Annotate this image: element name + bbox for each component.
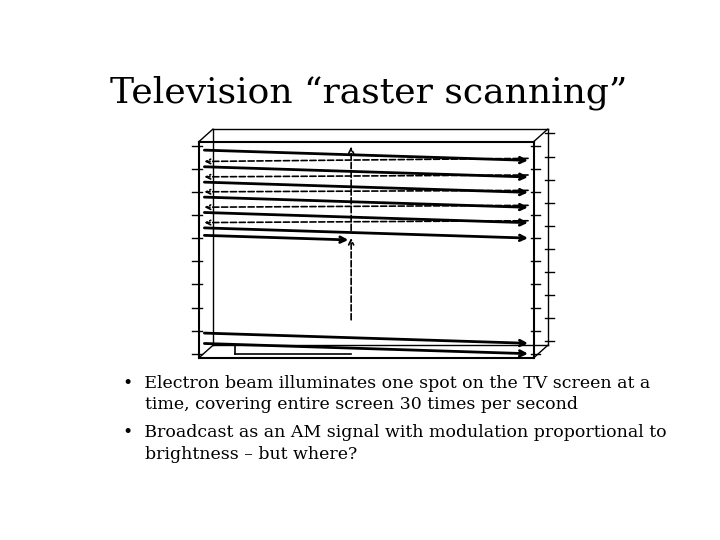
Text: •  Broadcast as an AM signal with modulation proportional to: • Broadcast as an AM signal with modulat… [124, 424, 667, 442]
Text: time, covering entire screen 30 times per second: time, covering entire screen 30 times pe… [124, 396, 578, 413]
Text: Television “raster scanning”: Television “raster scanning” [110, 75, 628, 110]
Text: •  Electron beam illuminates one spot on the TV screen at a: • Electron beam illuminates one spot on … [124, 375, 651, 392]
Text: brightness – but where?: brightness – but where? [124, 446, 358, 463]
